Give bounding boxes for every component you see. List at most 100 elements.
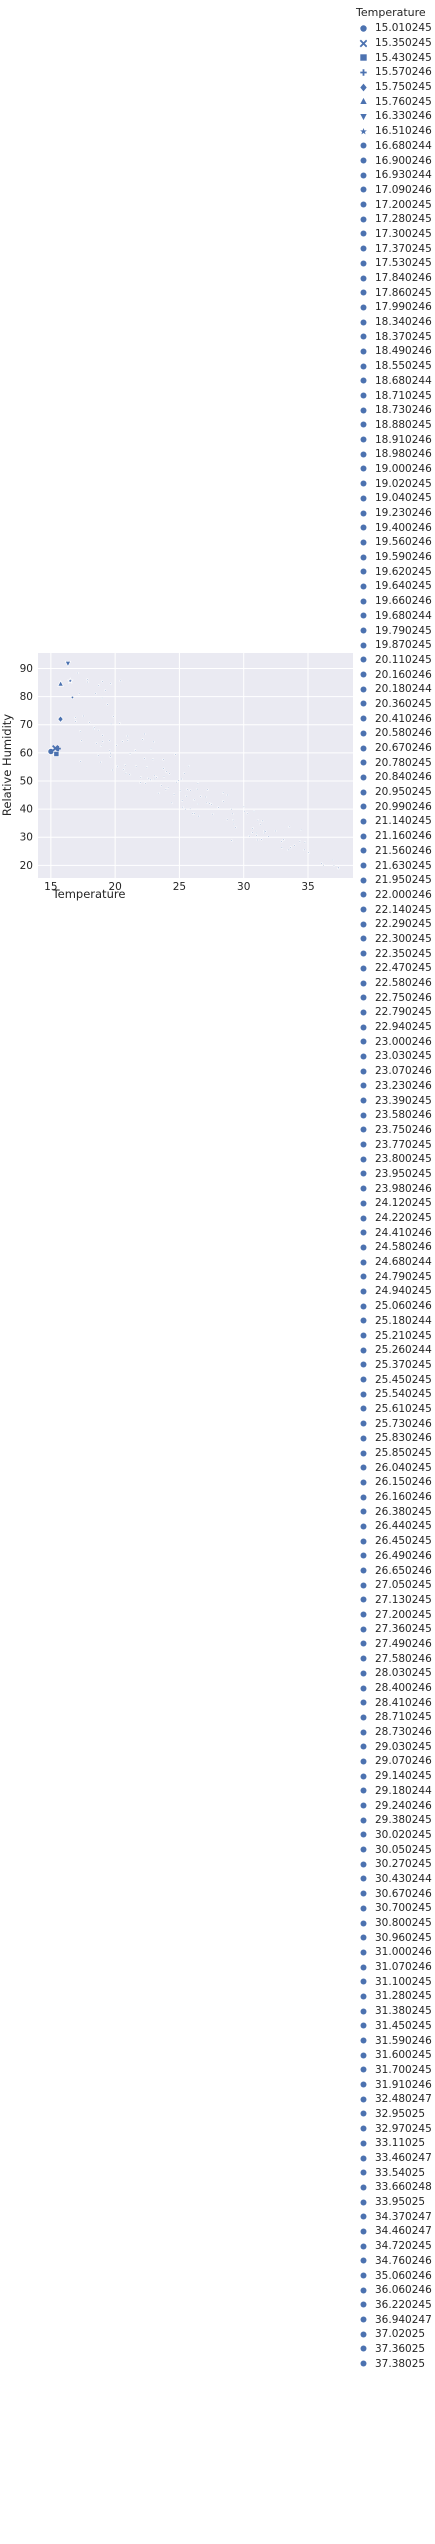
data-point [162,758,165,761]
legend-item: 30.700245 [356,1901,435,1916]
legend-label: 18.980246 [375,448,432,461]
legend-label: 26.450245 [375,1535,432,1548]
legend-item: 31.000246 [356,1945,435,1960]
legend-marker [359,1140,367,1149]
legend-marker [359,1228,367,1237]
data-point [331,858,334,862]
legend-label: 17.370245 [375,242,432,255]
legend-item: 18.980246 [356,447,435,462]
data-point [231,812,234,815]
data-point [280,846,283,849]
legend-marker [359,2344,367,2353]
legend-item: 37.02025 [356,2327,435,2342]
data-points [47,660,340,870]
legend-item: 28.400246 [356,1681,435,1696]
legend-label: 19.560246 [375,536,432,549]
legend-marker [359,1992,367,2001]
legend-item: 25.730246 [356,1416,435,1431]
legend-item: 25.370245 [356,1358,435,1373]
legend-item: 16.900246 [356,153,435,168]
legend-item: 26.040245 [356,1460,435,1475]
legend-label: 25.850245 [375,1447,432,1460]
legend-label: 26.490246 [375,1549,432,1562]
legend-label: 15.750245 [375,81,432,94]
legend-item: 30.670246 [356,1886,435,1901]
legend-label: 19.230246 [375,507,432,520]
legend-marker [359,655,367,664]
data-point [193,798,196,801]
legend-label: 17.530245 [375,257,432,270]
legend-item: 31.590246 [356,2033,435,2048]
data-point [205,801,208,804]
legend-label: 20.180244 [375,683,432,696]
x-tick-label: 35 [301,881,314,893]
data-point [174,753,177,756]
legend-marker [359,1346,367,1355]
legend-marker [359,538,367,547]
legend-label: 26.160246 [375,1491,432,1504]
data-point [252,810,256,813]
legend-marker [359,1742,367,1751]
data-point [109,752,112,755]
legend-marker [359,1375,367,1384]
legend-item: 19.040245 [356,491,435,506]
y-tick-label: 50 [20,775,33,787]
data-point [94,692,97,695]
legend-label: 22.470245 [375,962,432,975]
legend-item: 22.350245 [356,946,435,961]
legend-marker [359,758,367,767]
legend-item: 27.360245 [356,1622,435,1637]
legend-marker [359,2065,367,2074]
legend-item: 21.560246 [356,844,435,859]
x-tick-label: 20 [108,881,121,893]
legend-label: 23.070246 [375,1065,432,1078]
legend-item: 22.290245 [356,917,435,932]
data-point [93,726,96,729]
legend-item: 25.850245 [356,1446,435,1461]
legend-label: 19.000246 [375,462,432,475]
legend-marker [359,1816,367,1825]
legend-marker [359,699,367,708]
legend-item: 18.340246 [356,315,435,330]
legend-item: 29.180244 [356,1784,435,1799]
legend-marker [359,1390,367,1399]
legend-label: 18.730246 [375,404,432,417]
data-point [139,776,142,779]
legend-item: 16.680244 [356,139,435,154]
legend-marker [359,2315,367,2324]
legend-marker [359,567,367,576]
legend-label: 27.580246 [375,1652,432,1665]
legend-label: 21.140245 [375,815,432,828]
legend-label: 31.070246 [375,1961,432,1974]
legend-item: 15.350245 [356,36,435,51]
legend-label: 25.060246 [375,1300,432,1313]
legend-item: 31.280245 [356,1989,435,2004]
data-point [189,789,192,792]
legend-item: 25.260244 [356,1343,435,1358]
y-tick-label: 80 [20,691,33,703]
data-point [289,846,292,849]
legend-item: 22.790245 [356,1005,435,1020]
legend-item: 16.330246 [356,109,435,124]
legend-item: 18.730246 [356,403,435,418]
legend-marker [359,1933,367,1942]
legend-marker [359,2359,367,2368]
legend-item: 26.160246 [356,1490,435,1505]
data-point [226,793,229,797]
data-point [288,825,291,828]
legend-item: 22.940245 [356,1020,435,1035]
legend-item: 17.840246 [356,271,435,286]
legend-item: 33.95025 [356,2195,435,2210]
legend-item: 34.460247 [356,2224,435,2239]
data-point [52,745,59,752]
legend-label: 16.900246 [375,154,432,167]
legend-label: 30.700245 [375,1902,432,1915]
legend-marker [359,274,367,283]
legend-item: 19.020245 [356,476,435,491]
legend-label: 17.300245 [375,227,432,240]
legend-label: 24.220245 [375,1212,432,1225]
legend-marker [359,1052,367,1061]
legend-marker [359,1449,367,1458]
legend-marker [359,1904,367,1913]
legend-marker [359,2007,367,2016]
